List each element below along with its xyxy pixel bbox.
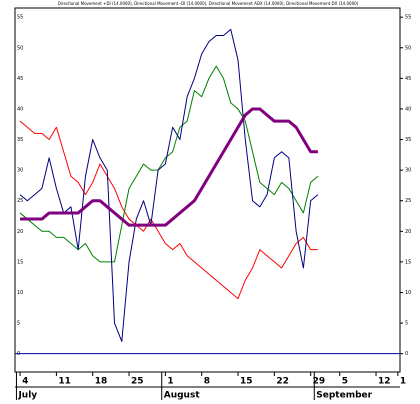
y-tick-label: 20 — [405, 229, 411, 235]
x-tick-label: 8 — [204, 377, 210, 387]
x-tick-label: 1 — [400, 377, 406, 387]
series-line — [19, 120, 318, 300]
y-tick-label: 10 — [405, 290, 411, 296]
y-tick-label: 45 — [405, 76, 411, 82]
y-tick-label: 40 — [17, 106, 23, 112]
x-tick-label: 29 — [313, 377, 326, 387]
month-label: July — [17, 391, 37, 401]
y-tick-label: 35 — [405, 137, 411, 143]
y-tick-label: 0 — [405, 351, 408, 357]
y-tick-label: 10 — [17, 290, 23, 296]
y-tick-label: 25 — [17, 198, 23, 204]
y-tick-label: 40 — [405, 106, 411, 112]
y-tick-label: 35 — [17, 137, 23, 143]
x-tick-label: 11 — [58, 377, 71, 387]
y-tick-label: 25 — [405, 198, 411, 204]
x-tick-label: 15 — [240, 377, 253, 387]
x-tick-label: 25 — [131, 377, 144, 387]
y-tick-label: 15 — [17, 259, 23, 265]
x-tick-label: 12 — [378, 377, 391, 387]
y-tick-label: 55 — [17, 15, 23, 21]
series-line — [19, 28, 319, 342]
y-tick-label: 20 — [17, 229, 23, 235]
x-tick-label: 18 — [95, 377, 108, 387]
x-tick-label: 5 — [342, 377, 348, 387]
month-label: August — [164, 391, 201, 401]
series-line — [20, 107, 318, 227]
y-tick-label: 5 — [17, 321, 20, 327]
x-tick-label: 1 — [167, 377, 173, 387]
y-tick-label: 50 — [405, 45, 411, 51]
y-tick-label: 15 — [405, 259, 411, 265]
plot-frame — [14, 7, 401, 373]
y-tick-label: 55 — [405, 15, 411, 21]
x-tick-label: 4 — [22, 377, 28, 387]
y-tick-label: 30 — [405, 168, 411, 174]
y-tick-label: 50 — [17, 45, 23, 51]
y-tick-label: 45 — [17, 76, 23, 82]
y-tick-label: 5 — [405, 321, 408, 327]
chart-title: Directional Movement +DI (14.0000), Dire… — [58, 1, 359, 6]
y-tick-label: 30 — [17, 168, 23, 174]
month-label: September — [316, 391, 372, 401]
x-tick-label: 22 — [276, 377, 289, 387]
